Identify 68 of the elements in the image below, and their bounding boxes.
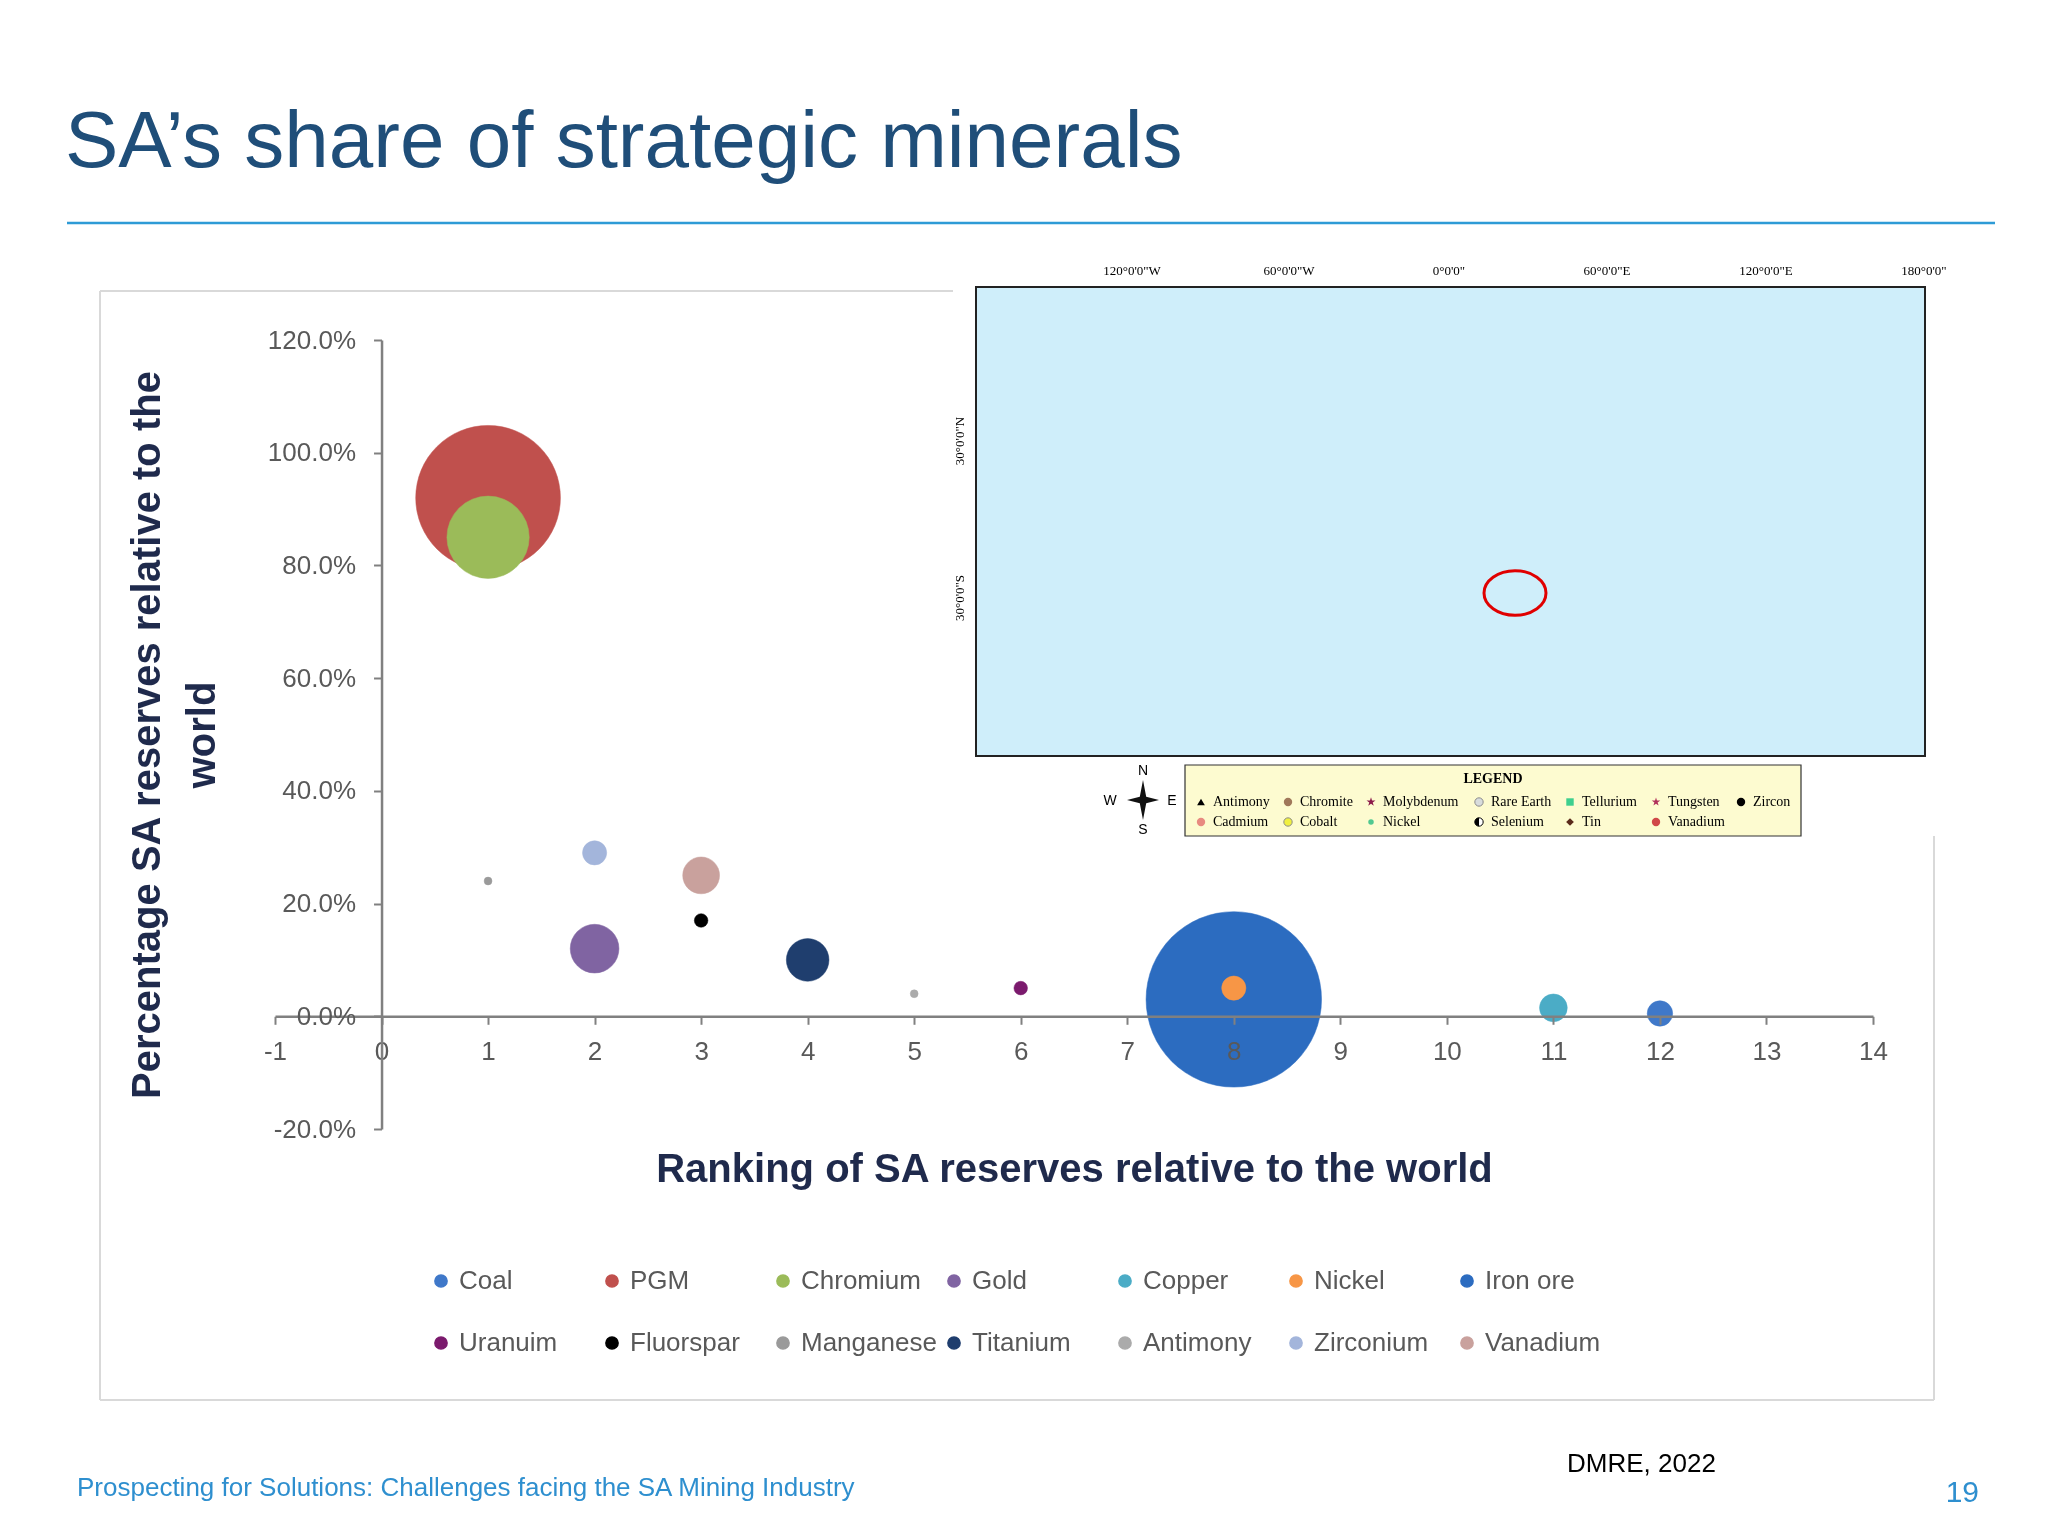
y-tick-label: 120.0%: [267, 324, 357, 355]
text: 19: [1945, 1475, 1979, 1508]
annotation: 30°0'0"N: [952, 416, 967, 466]
annotation: Rare Earth: [1491, 794, 1552, 809]
y-tick-label: 100.0%: [267, 437, 357, 468]
y-axis-title: Percentage SA reserves relative to the world: [124, 371, 224, 1099]
x-tick-label: 8: [1227, 1035, 1242, 1066]
legend-label: Nickel: [1314, 1265, 1385, 1295]
text: 60°0'0"E: [1583, 263, 1631, 278]
x-tick-label: 4: [800, 1035, 816, 1066]
x-tick-label: 13: [1752, 1035, 1782, 1066]
text: 0°0'0": [1432, 263, 1466, 278]
legend-label: Gold: [972, 1265, 1027, 1295]
annotation: Cadmium: [1213, 814, 1269, 829]
x-tick-label: 11: [1540, 1035, 1568, 1066]
x-tick-label: 5: [907, 1035, 922, 1066]
annotation: Chromite: [1300, 794, 1353, 809]
text: 120°0'0"E: [1739, 263, 1793, 278]
annotation: W: [1103, 792, 1118, 808]
annotation: 30°0'0"S: [952, 574, 967, 622]
legend-label: Titanium: [972, 1327, 1071, 1357]
text: Prospecting for Solutions: Challenges facing the SA Mining Industry: [77, 1472, 855, 1502]
legend-label: Fluorspar: [630, 1327, 741, 1357]
x-tick-label: 3: [694, 1035, 709, 1066]
legend-label: Copper: [1143, 1265, 1229, 1295]
annotation: Nickel: [1383, 814, 1421, 829]
legend-label: Antimony: [1143, 1327, 1252, 1357]
y-tick-label: -20.0%: [273, 1113, 357, 1144]
annotation: Tungsten: [1668, 794, 1720, 809]
y-tick-label: 80.0%: [282, 549, 357, 580]
text: 120°0'0"W: [1103, 263, 1162, 278]
x-tick-label: 2: [587, 1035, 603, 1066]
annotation: S: [1138, 821, 1148, 837]
legend-label: Chromium: [801, 1265, 921, 1295]
legend-title: LEGEND: [1463, 771, 1523, 786]
x-tick-label: 7: [1120, 1035, 1135, 1066]
annotation: N: [1137, 762, 1149, 778]
annotation: Cobalt: [1300, 814, 1338, 829]
x-tick-label: -1: [263, 1035, 288, 1066]
x-tick-label: 6: [1014, 1035, 1029, 1066]
legend-label: Zirconium: [1314, 1327, 1429, 1357]
text: DMRE, 2022: [1567, 1448, 1716, 1478]
annotation: Selenium: [1491, 814, 1544, 829]
annotation: Zircon: [1753, 794, 1791, 809]
text: 180°0'0": [1901, 263, 1947, 278]
x-tick-label: 10: [1432, 1035, 1462, 1066]
annotation: Tin: [1582, 814, 1601, 829]
annotation: E: [1167, 792, 1177, 808]
y-tick-label: 20.0%: [282, 888, 357, 919]
annotation: Molybdenum: [1383, 794, 1459, 809]
annotation: Vanadium: [1668, 814, 1725, 829]
x-tick-label: 1: [481, 1035, 496, 1066]
x-axis-title: Ranking of SA reserves relative to the world: [656, 1145, 1493, 1190]
legend-label: Manganese: [801, 1327, 937, 1357]
y-tick-label: 40.0%: [282, 775, 357, 806]
legend-label: Coal: [459, 1265, 513, 1295]
legend-label: Iron ore: [1485, 1265, 1575, 1295]
legend-label: Vanadium: [1485, 1327, 1601, 1357]
chart-title: SA’s share of strategic minerals: [65, 95, 1183, 184]
y-tick-label: 60.0%: [282, 662, 357, 693]
legend-label: PGM: [630, 1265, 690, 1295]
legend-label: Uranuim: [459, 1327, 558, 1357]
annotation: Antimony: [1213, 794, 1270, 809]
x-tick-label: 12: [1645, 1035, 1675, 1066]
text: 60°0'0"W: [1263, 263, 1316, 278]
x-tick-label: 14: [1859, 1035, 1888, 1066]
annotation: Tellurium: [1582, 794, 1638, 809]
x-tick-label: 9: [1333, 1035, 1349, 1066]
